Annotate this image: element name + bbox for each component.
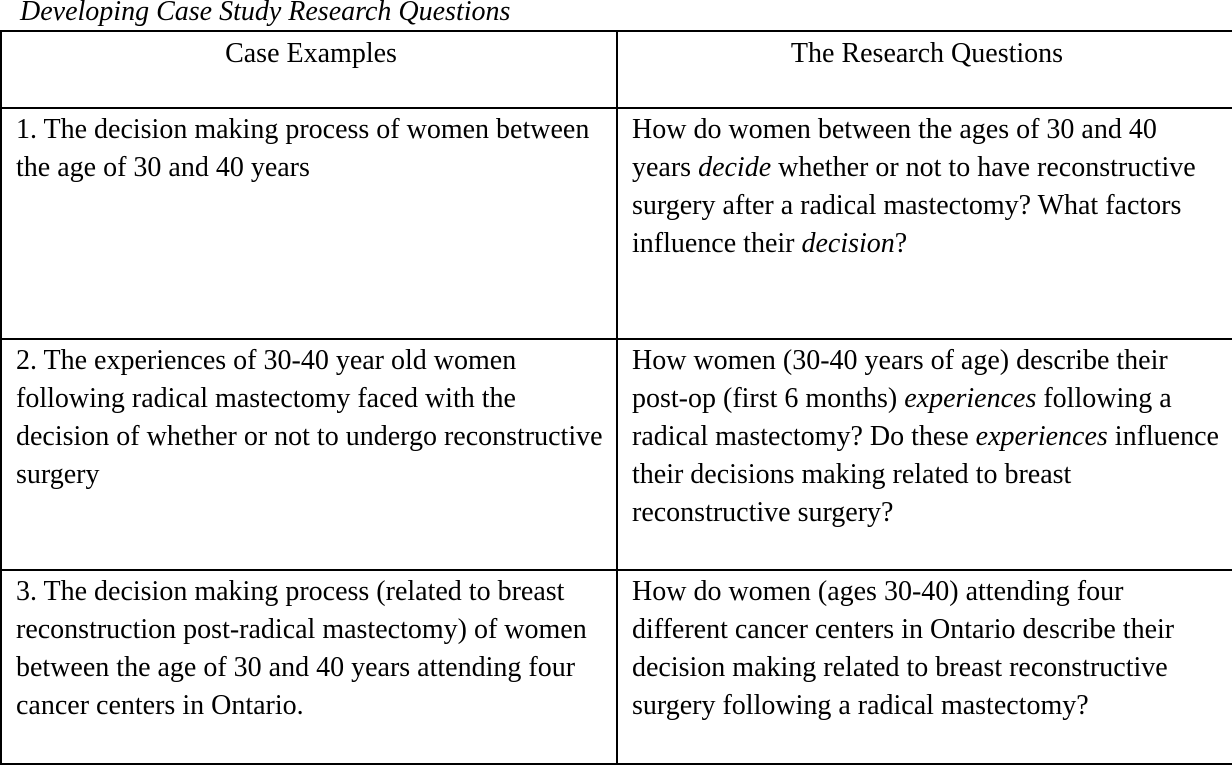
table-row: 3. The decision making process (related … xyxy=(0,569,1232,765)
table-caption: Developing Case Study Research Questions xyxy=(20,0,511,27)
column-header-research-questions: The Research Questions xyxy=(616,30,1232,109)
case-example-text: 1. The decision making process of women … xyxy=(16,114,590,183)
research-questions-table: Case Examples The Research Questions 1. … xyxy=(0,30,1232,765)
emphasis-text: experiences xyxy=(975,421,1108,452)
case-example-cell: 2. The experiences of 30-40 year old wom… xyxy=(0,338,618,571)
case-example-text: 3. The decision making process (related … xyxy=(16,576,587,721)
research-question-cell: How women (30-40 years of age) describe … xyxy=(616,338,1232,571)
case-example-cell: 1. The decision making process of women … xyxy=(0,107,618,340)
research-question-cell: How do women (ages 30-40) attending four… xyxy=(616,569,1232,765)
column-header-case-examples: Case Examples xyxy=(0,30,618,109)
table-row: 2. The experiences of 30-40 year old wom… xyxy=(0,338,1232,571)
case-example-text: 2. The experiences of 30-40 year old wom… xyxy=(16,345,603,490)
table-header-row: Case Examples The Research Questions xyxy=(0,30,1232,109)
table-row: 1. The decision making process of women … xyxy=(0,107,1232,340)
emphasis-text: decision xyxy=(801,228,895,259)
research-question-cell: How do women between the ages of 30 and … xyxy=(616,107,1232,340)
research-question-text: How do women between the ages of 30 and … xyxy=(632,114,1196,259)
research-question-text: How do women (ages 30-40) attending four… xyxy=(632,576,1175,721)
emphasis-text: decide xyxy=(698,152,772,183)
emphasis-text: experiences xyxy=(904,383,1037,414)
research-question-text: How women (30-40 years of age) describe … xyxy=(632,345,1219,528)
case-example-cell: 3. The decision making process (related … xyxy=(0,569,618,765)
